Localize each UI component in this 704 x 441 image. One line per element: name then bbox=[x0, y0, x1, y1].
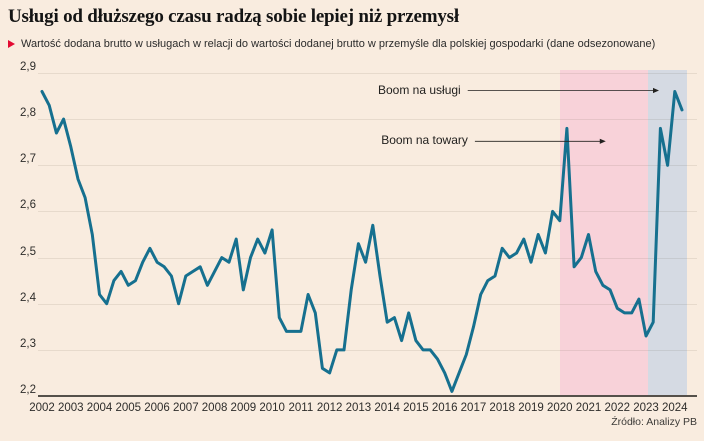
x-tick-label: 2013 bbox=[345, 402, 372, 414]
x-tick-label: 2022 bbox=[604, 402, 631, 414]
y-tick-label: 2,2 bbox=[20, 384, 36, 396]
x-tick-label: 2008 bbox=[201, 402, 228, 414]
y-gridline bbox=[38, 119, 697, 121]
x-tick-label: 2004 bbox=[86, 402, 113, 414]
x-tick-label: 2024 bbox=[662, 402, 688, 414]
y-gridline bbox=[38, 211, 697, 213]
y-tick-label: 2,7 bbox=[20, 153, 36, 166]
y-gridline bbox=[38, 165, 697, 167]
x-tick-label: 2011 bbox=[288, 402, 314, 414]
red-triangle-bullet-icon bbox=[8, 40, 15, 48]
x-tick-label: 2005 bbox=[115, 402, 142, 414]
x-tick-label: 2020 bbox=[546, 402, 573, 414]
x-tick-label: 2016 bbox=[431, 402, 458, 414]
x-tick-label: 2015 bbox=[403, 402, 429, 414]
annotation-label: Boom na towary bbox=[381, 133, 468, 148]
y-tick-label: 2,5 bbox=[20, 245, 36, 258]
page-title: Usługi od dłuższego czasu radzą sobie le… bbox=[8, 6, 459, 27]
x-tick-label: 2002 bbox=[29, 402, 55, 414]
x-tick-label: 2003 bbox=[57, 402, 84, 414]
y-tick-label: 2,4 bbox=[20, 291, 36, 304]
y-gridline bbox=[38, 349, 697, 351]
y-tick-label: 2,6 bbox=[20, 199, 36, 212]
subtitle-row: Wartość dodana brutto w usługach w relac… bbox=[8, 38, 698, 50]
y-gridline bbox=[38, 73, 697, 74]
x-tick-label: 2021 bbox=[575, 402, 602, 414]
x-tick-label: 2023 bbox=[633, 402, 659, 414]
x-tick-label: 2017 bbox=[460, 402, 487, 414]
source-label: Źródło: Analizy PB bbox=[611, 416, 697, 428]
x-tick-label: 2014 bbox=[374, 402, 400, 414]
x-tick-label: 2009 bbox=[230, 402, 257, 414]
annotation-label: Boom na usługi bbox=[378, 82, 461, 97]
chart-subtitle: Wartość dodana brutto w usługach w relac… bbox=[21, 38, 656, 50]
x-tick-label: 2006 bbox=[144, 402, 170, 414]
y-gridline bbox=[38, 257, 697, 259]
x-tick-label: 2007 bbox=[173, 402, 199, 414]
x-tick-label: 2010 bbox=[259, 402, 285, 414]
y-gridline bbox=[38, 303, 697, 305]
x-tick-label: 2012 bbox=[316, 402, 343, 414]
x-tick-label: 2018 bbox=[489, 402, 516, 414]
y-tick-label: 2,8 bbox=[20, 107, 36, 120]
x-axis-line bbox=[38, 395, 697, 397]
y-tick-label: 2,9 bbox=[20, 61, 36, 73]
x-tick-label: 2019 bbox=[518, 402, 544, 414]
y-tick-label: 2,3 bbox=[20, 337, 36, 350]
